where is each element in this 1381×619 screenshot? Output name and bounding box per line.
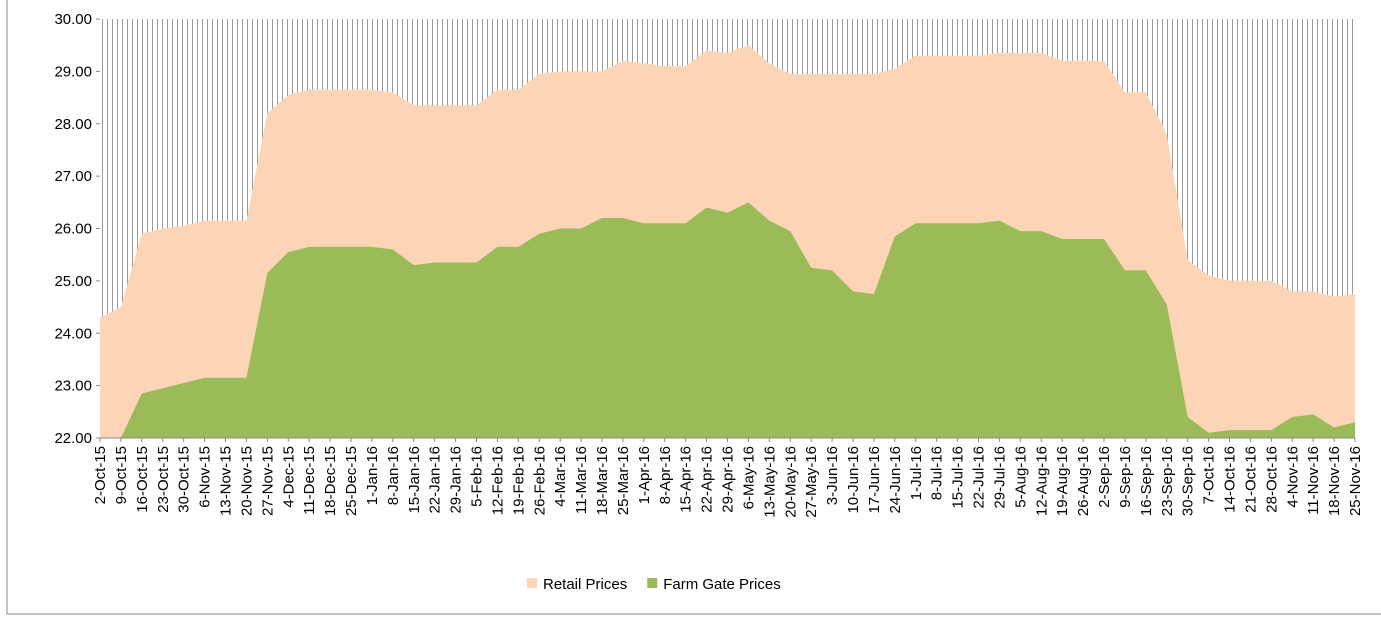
x-tick-label: 8-Jul-16: [929, 446, 946, 500]
y-tick-label: 26.00: [54, 221, 92, 238]
x-tick-label: 9-Sep-16: [1117, 446, 1134, 508]
x-tick-label: 13-Nov-15: [218, 446, 235, 516]
x-tick-label: 11-Nov-16: [1305, 446, 1322, 515]
y-tick-label: 22.00: [54, 430, 92, 447]
x-tick-label: 15-Jul-16: [950, 446, 967, 509]
x-tick-label: 8-Jan-16: [385, 446, 402, 505]
y-tick-label: 28.00: [54, 116, 92, 133]
x-tick-label: 29-Jul-16: [991, 446, 1008, 509]
x-tick-label: 11-Dec-15: [301, 446, 318, 515]
x-tick-label: 1-Jul-16: [908, 446, 925, 500]
x-tick-label: 15-Apr-16: [678, 446, 695, 513]
x-tick-label: 30-Sep-16: [1180, 446, 1197, 516]
x-tick-label: 25-Dec-15: [343, 446, 360, 516]
x-tick-label: 2-Sep-16: [1096, 446, 1113, 508]
x-tick-label: 8-Apr-16: [657, 446, 674, 504]
legend-swatch: [527, 578, 537, 588]
x-tick-label: 15-Jan-16: [406, 446, 423, 514]
x-tick-label: 20-Nov-15: [238, 446, 255, 516]
x-tick-label: 4-Nov-16: [1284, 446, 1301, 508]
x-tick-label: 24-Jun-16: [887, 446, 904, 514]
x-tick-label: 20-May-16: [782, 446, 799, 518]
x-tick-label: 19-Aug-16: [1054, 446, 1071, 516]
y-tick-label: 24.00: [54, 325, 92, 342]
x-tick-label: 21-Oct-16: [1242, 446, 1259, 513]
x-tick-label: 5-Aug-16: [1012, 446, 1029, 508]
x-tick-label: 27-Nov-15: [259, 446, 276, 516]
x-tick-label: 12-Aug-16: [1033, 446, 1050, 516]
area: [100, 202, 1355, 438]
x-tick-label: 23-Sep-16: [1159, 446, 1176, 516]
x-tick-label: 22-Jul-16: [971, 446, 988, 509]
x-tick-label: 1-Jan-16: [364, 446, 381, 505]
x-tick-label: 2-Oct-15: [92, 446, 109, 504]
x-tick-label: 17-Jun-16: [866, 446, 883, 514]
x-tick-label: 25-Nov-16: [1347, 446, 1364, 516]
x-tick-label: 5-Feb-16: [469, 446, 486, 507]
x-tick-label: 22-Jan-16: [427, 446, 444, 514]
x-tick-label: 16-Sep-16: [1138, 446, 1155, 516]
x-tick-label: 22-Apr-16: [699, 446, 716, 513]
x-tick-label: 16-Oct-15: [134, 446, 151, 513]
x-tick-label: 29-Jan-16: [448, 446, 465, 514]
x-tick-label: 26-Feb-16: [531, 446, 548, 515]
x-tick-label: 27-May-16: [803, 446, 820, 518]
x-tick-label: 18-Mar-16: [594, 446, 611, 515]
legend-swatch: [647, 578, 658, 588]
x-tick-label: 6-May-16: [740, 446, 757, 509]
x-tick-label: 29-Apr-16: [720, 446, 737, 513]
x-tick-label: 18-Nov-16: [1326, 446, 1343, 516]
x-tick-label: 9-Oct-15: [113, 446, 130, 504]
y-tick-label: 29.00: [54, 63, 92, 80]
x-tick-label: 12-Feb-16: [489, 446, 506, 515]
y-tick-label: 30.00: [54, 11, 92, 28]
legend-label: Farm Gate Prices: [663, 576, 781, 593]
x-tick-label: 6-Nov-15: [197, 446, 214, 508]
x-tick-label: 10-Jun-16: [845, 446, 862, 514]
x-tick-label: 11-Mar-16: [573, 446, 590, 514]
legend-label: Retail Prices: [543, 576, 627, 593]
y-tick-label: 23.00: [54, 378, 92, 395]
y-tick-label: 25.00: [54, 273, 92, 290]
x-tick-label: 23-Oct-15: [155, 446, 172, 513]
x-tick-label: 18-Dec-15: [322, 446, 339, 516]
x-tick-label: 13-May-16: [761, 446, 778, 518]
x-tick-label: 4-Mar-16: [552, 446, 569, 507]
x-tick-label: 28-Oct-16: [1263, 446, 1280, 513]
x-tick-label: 14-Oct-16: [1222, 446, 1239, 513]
x-tick-label: 7-Oct-16: [1201, 446, 1218, 504]
x-tick-label: 19-Feb-16: [510, 446, 527, 515]
y-tick-label: 27.00: [54, 168, 92, 185]
x-tick-label: 4-Dec-15: [280, 446, 297, 508]
x-tick-label: 30-Oct-15: [176, 446, 193, 513]
chart-frame: [6, 0, 1381, 615]
x-tick-label: 3-Jun-16: [824, 446, 841, 505]
x-tick-label: 1-Apr-16: [636, 446, 653, 504]
x-tick-label: 26-Aug-16: [1075, 446, 1092, 516]
x-tick-label: 25-Mar-16: [615, 446, 632, 515]
